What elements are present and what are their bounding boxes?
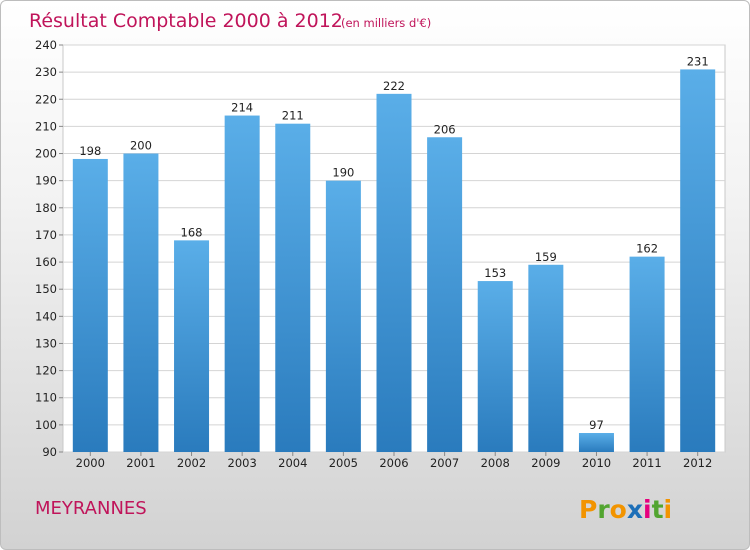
value-label-2008: 153 [484,266,506,280]
value-label-2003: 214 [231,101,253,115]
bar-2003 [224,115,260,453]
bar-2004 [275,123,311,452]
value-label-2004: 211 [282,109,304,123]
x-tick-label-2003: 2003 [228,456,257,470]
logo-letter: x [627,495,643,524]
y-tick-label: 180 [35,201,57,215]
bar-2006 [376,93,412,452]
y-tick-label: 170 [35,228,57,242]
bar-2012 [680,69,716,453]
town-name: MEYRANNES [35,498,147,519]
bar-2009 [528,264,564,452]
chart-subtitle: (en milliers d'€) [341,16,431,30]
y-tick-label: 140 [35,309,57,323]
y-tick-label: 150 [35,282,57,296]
x-tick-label-2011: 2011 [632,456,661,470]
logo-letter: i [643,495,652,524]
y-tick-label: 120 [35,364,57,378]
x-tick-label-2010: 2010 [582,456,611,470]
value-label-2000: 198 [79,144,101,158]
bar-2002 [174,240,210,452]
y-tick-label: 230 [35,65,57,79]
proxiti-logo: Proxiti [579,495,672,524]
y-tick-label: 110 [35,391,57,405]
y-tick-label: 100 [35,418,57,432]
chart-title: Résultat Comptable 2000 à 2012 [29,10,343,32]
bar-2001 [123,153,159,453]
value-label-2005: 190 [332,166,354,180]
value-label-2009: 159 [535,250,557,264]
y-tick-label: 190 [35,174,57,188]
bar-2011 [629,256,665,452]
value-label-2010: 97 [589,418,604,432]
x-tick-label-2005: 2005 [329,456,358,470]
y-tick-label: 160 [35,255,57,269]
value-label-2012: 231 [687,54,709,68]
x-tick-label-2004: 2004 [278,456,307,470]
x-axis: 2000 2001 2002 2003 2004 2005 2006 2007 2008 2009… [76,452,712,470]
value-label-2001: 200 [130,139,152,153]
logo-letter: t [652,495,664,524]
logo-letter: i [664,495,673,524]
x-tick-label-2012: 2012 [683,456,712,470]
x-tick-label-2000: 2000 [76,456,105,470]
logo-letter: r [597,495,610,524]
bar-2008 [477,281,513,452]
y-tick-label: 130 [35,336,57,350]
y-axis: 90 100 110 120 130 140 150 160 170 180 190 200 210 22… [35,38,63,459]
y-tick-label: 220 [35,92,57,106]
bars: 198 200 168 214 211 190 222 206 153 159 97 162 231 [72,54,716,453]
x-tick-label-2002: 2002 [177,456,206,470]
logo-letter: P [579,495,597,524]
bar-2010 [578,433,614,452]
x-tick-label-2009: 2009 [531,456,560,470]
x-tick-label-2001: 2001 [126,456,155,470]
y-tick-label: 200 [35,147,57,161]
bar-2007 [427,137,463,452]
x-tick-label-2008: 2008 [481,456,510,470]
y-tick-label: 210 [35,119,57,133]
y-tick-label: 240 [35,38,57,52]
bar-2000 [72,158,108,452]
value-label-2006: 222 [383,79,405,93]
y-tick-label: 90 [42,445,57,459]
x-tick-label-2006: 2006 [379,456,408,470]
logo-letter: o [610,495,627,524]
bar-2005 [325,180,361,452]
value-label-2007: 206 [434,122,456,136]
x-tick-label-2007: 2007 [430,456,459,470]
value-label-2011: 162 [636,242,658,256]
value-label-2002: 168 [181,225,203,239]
